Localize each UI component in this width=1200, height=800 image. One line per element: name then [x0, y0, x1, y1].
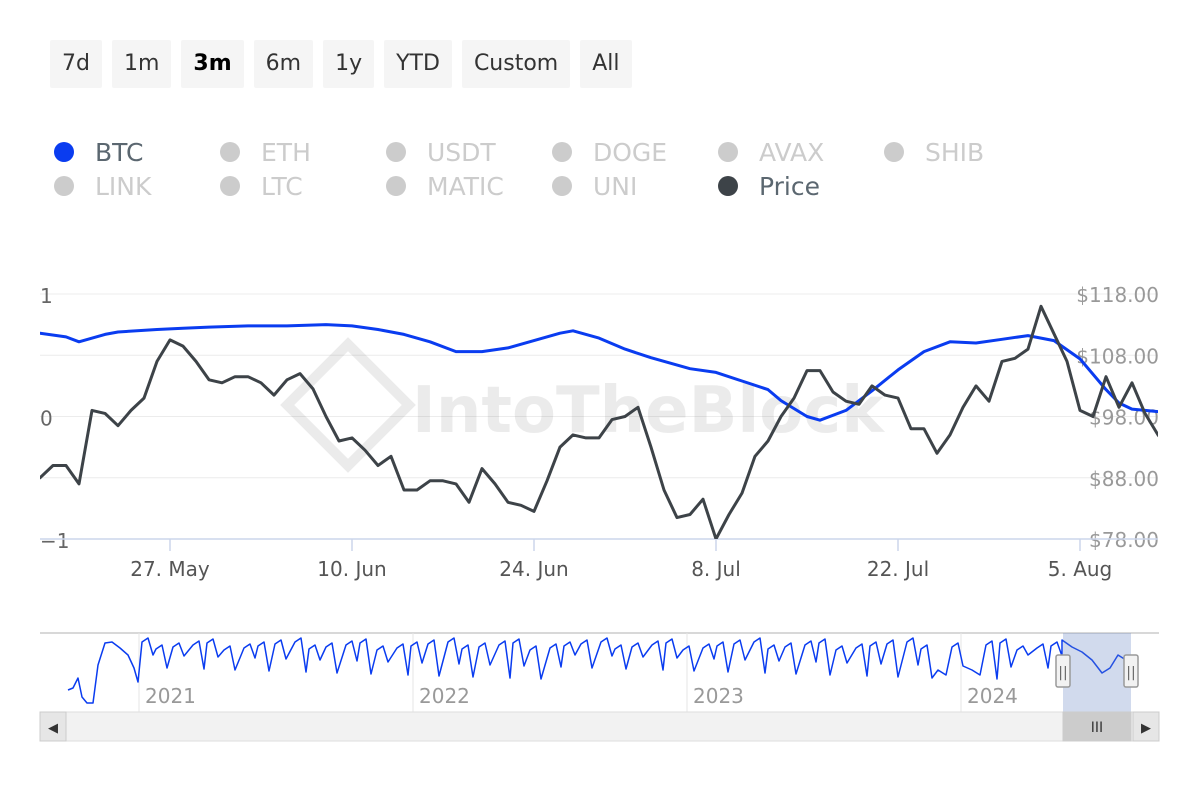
y-right-tick-label: $88.00 [1089, 467, 1159, 491]
x-tick-label: 27. May [130, 557, 210, 581]
range-button-1y[interactable]: 1y [323, 40, 375, 88]
scrollbar-grip-icon: III [1091, 720, 1103, 736]
scrollbar-left-button[interactable]: ◀ [39, 711, 67, 742]
legend-item-ltc[interactable]: LTC [220, 169, 303, 203]
y-right-tick-label: $78.00 [1089, 528, 1159, 552]
legend-item-doge[interactable]: DOGE [552, 135, 667, 169]
legend-dot-icon [54, 176, 74, 196]
range-button-6m[interactable]: 6m [253, 40, 314, 88]
x-tick-label: 5. Aug [1048, 557, 1113, 581]
navigator-handle-grip-icon: || [1126, 665, 1135, 681]
navigator-right-handle[interactable]: || [1123, 654, 1139, 688]
legend-item-btc[interactable]: BTC [54, 135, 143, 169]
range-selector: 7d 1m 3m 6m 1y YTD Custom All [50, 40, 632, 88]
y-right-tick-label: $108.00 [1076, 344, 1159, 368]
y-left-tick-label: 0 [40, 407, 53, 431]
scrollbar-thumb[interactable]: III [1062, 711, 1132, 742]
legend-item-avax[interactable]: AVAX [718, 135, 824, 169]
legend-label: USDT [427, 137, 496, 167]
range-button-all[interactable]: All [580, 40, 632, 88]
y-right-tick-label: $118.00 [1076, 283, 1159, 307]
range-button-custom[interactable]: Custom [461, 40, 571, 88]
navigator-selection[interactable] [1063, 633, 1131, 712]
axes: 10−1$118.00$108.00$98.00$88.00$78.0027. … [40, 283, 1159, 581]
legend-dot-icon [220, 142, 240, 162]
x-tick-label: 24. Jun [499, 557, 568, 581]
legend-label: BTC [95, 137, 144, 167]
legend-label: LINK [95, 171, 152, 201]
legend-label: ETH [261, 137, 311, 167]
navigator-year-label: 2023 [693, 684, 744, 708]
arrow-right-icon: ▶ [1141, 721, 1151, 736]
watermark-logo-icon [280, 337, 416, 473]
navigator-left-handle[interactable]: || [1055, 654, 1071, 688]
legend-dot-icon [718, 176, 738, 196]
x-tick-label: 10. Jun [317, 557, 386, 581]
series-layer [40, 304, 1158, 539]
navigator-year-label: 2021 [145, 684, 196, 708]
legend-item-matic[interactable]: MATIC [386, 169, 504, 203]
legend-label: SHIB [925, 137, 985, 167]
legend-label: MATIC [427, 171, 504, 201]
series-line-price [40, 304, 1158, 539]
scrollbar-right-button[interactable]: ▶ [1132, 711, 1160, 742]
legend-label: DOGE [593, 137, 668, 167]
legend-item-shib[interactable]: SHIB [884, 135, 984, 169]
legend-label: Price [759, 171, 820, 201]
legend-item-usdt[interactable]: USDT [386, 135, 496, 169]
legend-dot-icon [552, 142, 572, 162]
legend-dot-icon [884, 142, 904, 162]
navigator-year-label: 2022 [419, 684, 470, 708]
legend-label: UNI [593, 171, 638, 201]
legend-dot-icon [718, 142, 738, 162]
range-button-1m[interactable]: 1m [111, 40, 172, 88]
x-tick-label: 22. Jul [867, 557, 929, 581]
legend-item-eth[interactable]: ETH [220, 135, 311, 169]
legend-item-link[interactable]: LINK [54, 169, 151, 203]
navigator-handle-grip-icon: || [1058, 665, 1067, 681]
legend-item-uni[interactable]: UNI [552, 169, 637, 203]
legend-item-price[interactable]: Price [718, 169, 820, 203]
scrollbar-track[interactable] [39, 711, 1160, 742]
navigator: 2021 2022 2023 2024 || || ◀ III ▶ [39, 632, 1160, 742]
legend-label: LTC [261, 171, 303, 201]
navigator-year-label: 2024 [967, 684, 1018, 708]
x-tick-label: 8. Jul [691, 557, 741, 581]
y-left-tick-label: 1 [40, 284, 53, 308]
y-left-tick-label: −1 [40, 529, 69, 553]
legend-label: AVAX [759, 137, 825, 167]
range-button-ytd[interactable]: YTD [384, 40, 452, 88]
watermark: IntoTheBlock [280, 337, 885, 473]
legend-dot-icon [220, 176, 240, 196]
legend-dot-icon [552, 176, 572, 196]
navigator-series-line [67, 637, 1130, 704]
legend-dot-icon [54, 142, 74, 162]
arrow-left-icon: ◀ [48, 721, 58, 736]
legend-dot-icon [386, 176, 406, 196]
series-line-btc [40, 323, 1158, 422]
range-button-7d[interactable]: 7d [50, 40, 102, 88]
range-button-3m[interactable]: 3m [181, 40, 244, 88]
legend-dot-icon [386, 142, 406, 162]
